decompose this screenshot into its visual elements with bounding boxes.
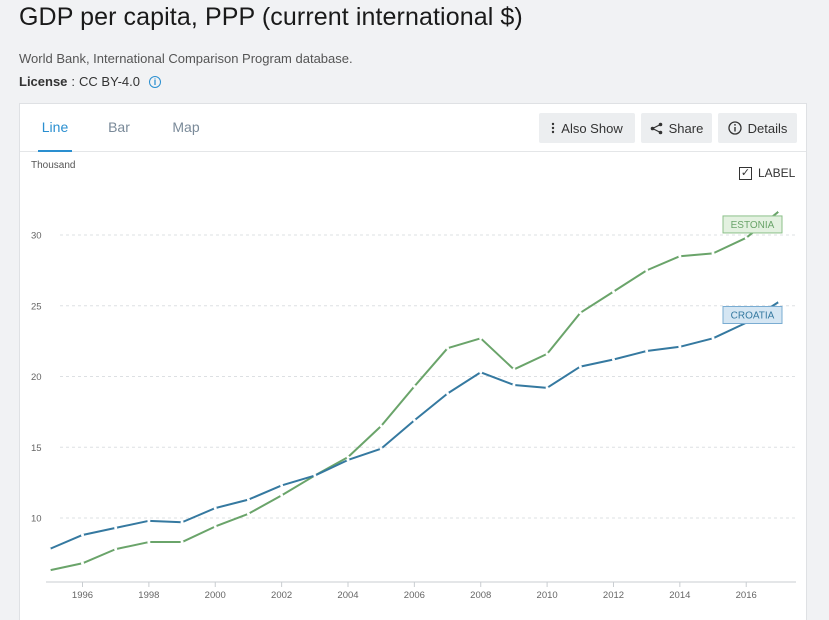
data-point[interactable] bbox=[711, 251, 715, 255]
data-point[interactable] bbox=[446, 346, 450, 350]
data-point[interactable] bbox=[545, 352, 549, 356]
data-point[interactable] bbox=[114, 547, 118, 551]
tab-map[interactable]: Map bbox=[172, 119, 200, 135]
also-show-button[interactable]: Also Show bbox=[539, 113, 635, 143]
y-tick-label: 30 bbox=[31, 231, 42, 242]
x-tick-label: 2010 bbox=[537, 590, 558, 601]
data-point[interactable] bbox=[213, 524, 217, 528]
x-tick-label: 1996 bbox=[72, 590, 93, 601]
data-point[interactable] bbox=[645, 349, 649, 353]
data-point[interactable] bbox=[147, 519, 151, 523]
unit-label: Thousand bbox=[31, 160, 75, 171]
data-point[interactable] bbox=[313, 474, 317, 478]
license-label: License bbox=[19, 74, 68, 89]
series-label-text: ESTONIA bbox=[731, 220, 775, 231]
license-line: License : CC BY-4.0 i bbox=[19, 74, 161, 89]
x-tick-label: 2012 bbox=[603, 590, 624, 601]
data-point[interactable] bbox=[678, 345, 682, 349]
data-point[interactable] bbox=[777, 209, 781, 213]
info-icon[interactable]: i bbox=[148, 75, 161, 88]
data-point[interactable] bbox=[346, 458, 350, 462]
details-label: Details bbox=[747, 120, 788, 136]
vertical-dots-icon bbox=[551, 122, 555, 134]
x-tick-label: 2004 bbox=[337, 590, 358, 601]
y-axis: 10 15 20 25 30 bbox=[31, 231, 42, 525]
data-point[interactable] bbox=[280, 493, 284, 497]
share-button[interactable]: Share bbox=[641, 113, 712, 143]
series-label-box bbox=[722, 306, 783, 325]
line-chart: Thousand 10 15 20 25 30 1996 1998 2000 2002 2004… bbox=[31, 160, 796, 601]
x-tick-label: 2016 bbox=[736, 590, 757, 601]
data-point[interactable] bbox=[147, 540, 151, 544]
data-point[interactable] bbox=[47, 547, 51, 551]
data-point[interactable] bbox=[412, 384, 416, 388]
x-tick-label: 2000 bbox=[205, 590, 226, 601]
y-tick-label: 20 bbox=[31, 372, 42, 383]
data-point[interactable] bbox=[280, 483, 284, 487]
series-label-estonia: ESTONIA bbox=[722, 215, 783, 234]
data-point[interactable] bbox=[479, 370, 483, 374]
data-point[interactable] bbox=[611, 358, 615, 362]
data-point[interactable] bbox=[611, 290, 615, 294]
data-point[interactable] bbox=[379, 447, 383, 451]
x-tick-label: 1998 bbox=[138, 590, 159, 601]
license-value: CC BY-4.0 bbox=[79, 74, 140, 89]
series-labels: ESTONIA CROATIA bbox=[722, 215, 783, 325]
details-button[interactable]: Details bbox=[718, 113, 797, 143]
label-toggle-text: LABEL bbox=[758, 166, 796, 180]
x-tick-label: 2008 bbox=[470, 590, 491, 601]
data-point[interactable] bbox=[512, 367, 516, 371]
data-point[interactable] bbox=[678, 254, 682, 258]
data-point[interactable] bbox=[479, 336, 483, 340]
data-point[interactable] bbox=[379, 424, 383, 428]
series-line-croatia[interactable] bbox=[48, 300, 780, 551]
series-label-text: CROATIA bbox=[731, 311, 775, 322]
x-tick-label: 2002 bbox=[271, 590, 292, 601]
label-checkbox[interactable]: ✓ bbox=[739, 166, 752, 180]
page-title: GDP per capita, PPP (current internation… bbox=[19, 3, 523, 31]
source-text: World Bank, International Comparison Pro… bbox=[19, 51, 353, 66]
share-icon bbox=[650, 122, 663, 135]
series-line-estonia[interactable] bbox=[49, 210, 781, 572]
series-lines bbox=[47, 209, 781, 572]
y-tick-label: 25 bbox=[31, 301, 42, 312]
chart-card: Line Bar Map Also Show Share Details ✓ L… bbox=[19, 103, 807, 620]
data-point[interactable] bbox=[180, 540, 184, 544]
x-tick-label: 2014 bbox=[669, 590, 690, 601]
data-point[interactable] bbox=[47, 568, 51, 572]
data-point[interactable] bbox=[578, 311, 582, 315]
data-point[interactable] bbox=[81, 561, 85, 565]
data-point[interactable] bbox=[744, 236, 748, 240]
data-point[interactable] bbox=[81, 533, 85, 537]
share-label: Share bbox=[668, 120, 704, 136]
label-toggle[interactable]: ✓ LABEL bbox=[739, 166, 795, 180]
data-point[interactable] bbox=[578, 365, 582, 369]
data-point[interactable] bbox=[446, 391, 450, 395]
data-point[interactable] bbox=[180, 520, 184, 524]
x-tick-label: 2006 bbox=[404, 590, 425, 601]
chart-tabs: Line Bar Map Also Show Share Details bbox=[20, 104, 806, 152]
data-point[interactable] bbox=[213, 506, 217, 510]
data-point[interactable] bbox=[512, 383, 516, 387]
data-point[interactable] bbox=[246, 512, 250, 516]
data-point[interactable] bbox=[412, 418, 416, 422]
tab-bar[interactable]: Bar bbox=[108, 119, 130, 135]
info-circle-icon bbox=[727, 121, 742, 135]
series-label-box bbox=[722, 215, 783, 234]
also-show-label: Also Show bbox=[561, 120, 623, 136]
tab-line[interactable]: Line bbox=[38, 104, 72, 152]
data-point[interactable] bbox=[645, 268, 649, 272]
data-point[interactable] bbox=[711, 336, 715, 340]
grid-lines bbox=[60, 234, 796, 519]
series-label-croatia: CROATIA bbox=[722, 306, 783, 325]
y-tick-label: 10 bbox=[31, 514, 42, 525]
license-separator: : bbox=[71, 74, 76, 89]
x-axis: 1996 1998 2000 2002 2004 2006 2008 2010 2012 2014… bbox=[46, 581, 796, 601]
data-point[interactable] bbox=[545, 386, 549, 390]
y-tick-label: 15 bbox=[31, 443, 42, 454]
data-point[interactable] bbox=[777, 300, 781, 304]
data-point[interactable] bbox=[246, 498, 250, 502]
data-point[interactable] bbox=[346, 455, 350, 459]
data-point[interactable] bbox=[114, 526, 118, 530]
